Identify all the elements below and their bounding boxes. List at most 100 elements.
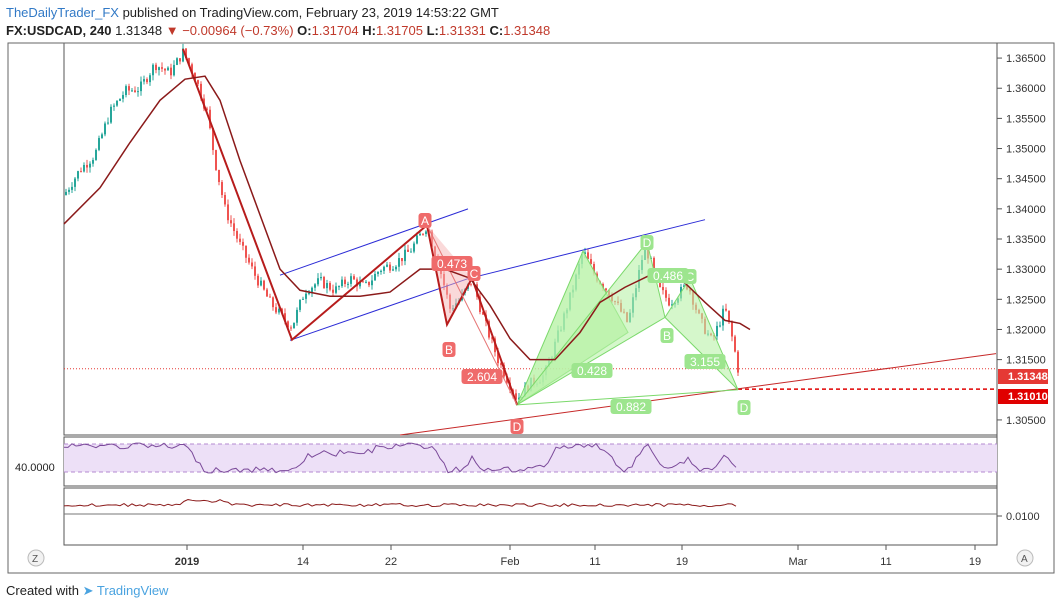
pattern-point-label-bg bbox=[418, 213, 432, 228]
pattern-ratio-label-bg bbox=[610, 399, 652, 414]
candle-body bbox=[383, 266, 385, 271]
price-axis-tick-label: 1.36000 bbox=[1006, 83, 1046, 95]
candle-body bbox=[80, 171, 82, 173]
pattern-point-label-bg bbox=[660, 328, 674, 343]
pattern-ratio-label: 0.882 bbox=[616, 400, 646, 414]
candle-body bbox=[410, 251, 412, 253]
candle-body bbox=[236, 231, 238, 239]
rising-trendline bbox=[399, 353, 997, 436]
candle-body bbox=[350, 276, 352, 284]
price-axis-tick-label: 1.36500 bbox=[1006, 53, 1046, 65]
candle-body bbox=[134, 90, 136, 93]
channel-line bbox=[279, 208, 469, 276]
candle-body bbox=[158, 67, 160, 71]
candle-body bbox=[128, 86, 130, 91]
candle-body bbox=[173, 64, 175, 76]
candle-body bbox=[497, 352, 499, 364]
price-pane-frame bbox=[63, 42, 998, 436]
candle-body bbox=[662, 287, 664, 291]
candle-body bbox=[728, 310, 730, 323]
tradingview-brand[interactable]: TradingView bbox=[96, 583, 169, 598]
time-axis-tick-label: 14 bbox=[297, 556, 309, 568]
price-axis-tick-label: 1.33500 bbox=[1006, 234, 1046, 246]
pattern-ratio-label: 0.486 bbox=[653, 269, 683, 283]
channel-line bbox=[469, 219, 706, 279]
candle-body bbox=[248, 257, 250, 263]
candle-body bbox=[404, 249, 406, 262]
candle-body bbox=[518, 397, 520, 400]
candle-body bbox=[386, 264, 388, 267]
candle-body bbox=[734, 336, 736, 352]
candle-body bbox=[266, 289, 268, 297]
auto-scale-button[interactable] bbox=[1016, 549, 1034, 567]
candle-body bbox=[113, 105, 115, 107]
candle-body bbox=[230, 220, 232, 224]
bear-pattern-line bbox=[182, 48, 518, 406]
candle-body bbox=[269, 296, 271, 298]
candle-body bbox=[590, 259, 592, 265]
candle-body bbox=[398, 258, 400, 267]
high-label: H: bbox=[362, 23, 376, 38]
candle-body bbox=[308, 292, 310, 294]
candle-body bbox=[320, 276, 322, 279]
time-axis[interactable]: 2019 14 22 Feb 11 19 Mar 11 19 bbox=[175, 545, 981, 568]
pattern-ratio-label: 0.428 bbox=[577, 364, 607, 378]
price-axis-tick-label: 1.32500 bbox=[1006, 294, 1046, 306]
zoom-button[interactable] bbox=[27, 549, 45, 567]
candle-body bbox=[182, 48, 184, 62]
price-axis[interactable]: 1.36500 1.36000 1.35500 1.35000 1.34500 1.340… bbox=[997, 53, 1046, 427]
candle-body bbox=[341, 279, 343, 287]
candle-body bbox=[737, 351, 739, 373]
pattern-ratio-label-bg bbox=[684, 354, 726, 369]
candle-body bbox=[77, 171, 79, 179]
candle-body bbox=[110, 106, 112, 123]
candle-body bbox=[359, 281, 361, 287]
candle-body bbox=[161, 67, 163, 69]
candle-body bbox=[116, 100, 118, 106]
candle-body bbox=[287, 321, 289, 328]
level-tag-bg bbox=[998, 389, 1048, 404]
last-price-tag: 1.31348 bbox=[1008, 371, 1048, 383]
symbol-label: FX:USDCAD, 240 bbox=[6, 23, 112, 38]
candle-body bbox=[140, 81, 142, 92]
candle-body bbox=[305, 293, 307, 299]
candle-body bbox=[83, 164, 85, 172]
candle-body bbox=[185, 48, 187, 59]
candle-body bbox=[296, 309, 298, 323]
price-axis-tick-label: 1.35000 bbox=[1006, 144, 1046, 156]
pattern-ratio-label: 2.604 bbox=[467, 370, 497, 384]
candle-body bbox=[605, 288, 607, 291]
tradingview-logo-icon[interactable]: ➤ bbox=[82, 583, 94, 598]
candle-body bbox=[416, 235, 418, 244]
price-axis-tick-label: 1.33000 bbox=[1006, 264, 1046, 276]
level-tag: 1.31010 bbox=[1008, 391, 1048, 403]
candle-body bbox=[671, 304, 673, 306]
candle-body bbox=[71, 186, 73, 190]
candle-body bbox=[311, 287, 313, 293]
candle-body bbox=[425, 231, 427, 234]
symbol-info: FX:USDCAD, 240 1.31348 ▼ −0.00964 (−0.73… bbox=[6, 23, 550, 38]
candle-body bbox=[272, 297, 274, 308]
auto-scale-button-label: A bbox=[1021, 554, 1028, 565]
candle-body bbox=[302, 298, 304, 300]
candle-body bbox=[488, 321, 490, 338]
candle-body bbox=[653, 257, 655, 270]
candle-body bbox=[227, 204, 229, 221]
pattern-point-label-bg bbox=[737, 400, 751, 415]
pattern-point-label: A bbox=[421, 214, 429, 228]
candle-body bbox=[329, 283, 331, 290]
candle-body bbox=[170, 67, 172, 76]
drawings-layer: A B C D 0.473 2.604 D C B D 0.428 0.486 3.155 0.882 bbox=[63, 48, 997, 436]
time-axis-tick-label: Mar bbox=[789, 556, 808, 568]
published-text: published on TradingView.com, February 2… bbox=[122, 5, 499, 20]
candle-body bbox=[401, 258, 403, 262]
publisher-name[interactable]: TheDailyTrader_FX bbox=[6, 5, 119, 20]
candle-body bbox=[344, 279, 346, 285]
candle-body bbox=[515, 393, 517, 400]
candle-body bbox=[584, 252, 586, 255]
low-label: L: bbox=[426, 23, 439, 38]
candle-body bbox=[104, 123, 106, 135]
candle-body bbox=[665, 290, 667, 298]
candle-body bbox=[263, 280, 265, 290]
